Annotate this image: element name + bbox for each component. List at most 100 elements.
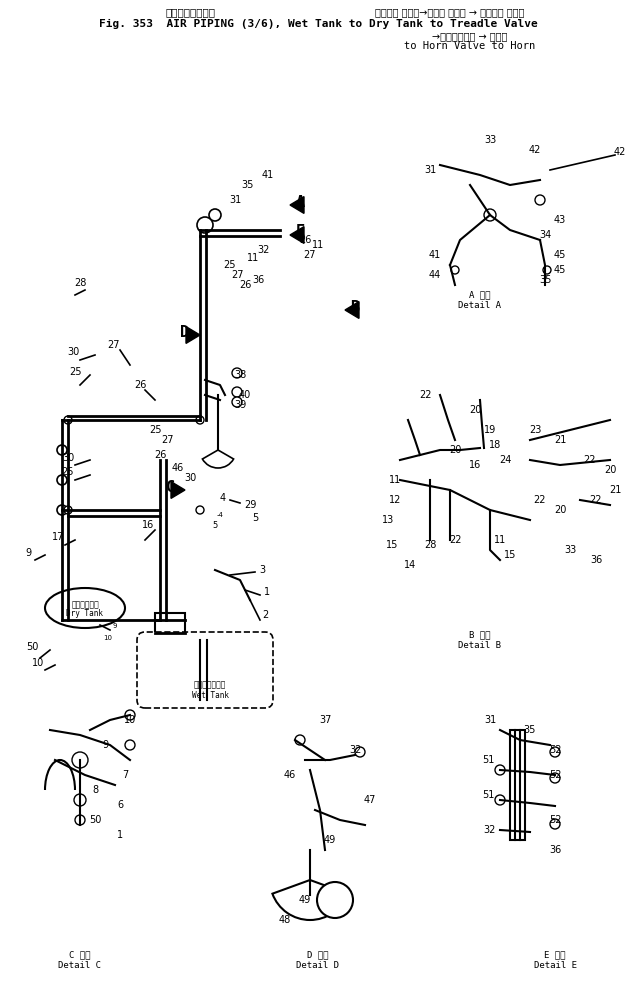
Circle shape xyxy=(57,475,67,485)
Text: 34: 34 xyxy=(539,230,551,240)
Text: 27: 27 xyxy=(232,270,244,280)
Circle shape xyxy=(295,735,305,745)
Text: 49: 49 xyxy=(324,835,336,845)
Circle shape xyxy=(196,506,204,514)
Circle shape xyxy=(125,740,135,750)
Text: 17: 17 xyxy=(52,532,64,542)
Text: 31: 31 xyxy=(484,715,496,725)
FancyBboxPatch shape xyxy=(137,632,273,708)
Polygon shape xyxy=(186,327,200,344)
Text: 25: 25 xyxy=(224,260,236,270)
Text: 11: 11 xyxy=(247,253,259,263)
Polygon shape xyxy=(290,196,304,213)
Circle shape xyxy=(57,505,67,515)
Text: 5: 5 xyxy=(212,521,218,530)
Text: 52: 52 xyxy=(548,745,561,755)
Text: 21: 21 xyxy=(554,435,566,445)
Text: 7: 7 xyxy=(122,770,128,780)
Text: 13: 13 xyxy=(382,515,394,525)
Text: 3: 3 xyxy=(259,565,265,575)
Circle shape xyxy=(72,752,88,768)
Wedge shape xyxy=(203,450,234,468)
Text: D 詳細
Detail D: D 詳細 Detail D xyxy=(296,950,340,970)
Text: 35: 35 xyxy=(242,180,254,190)
Text: 45: 45 xyxy=(554,250,566,260)
Circle shape xyxy=(64,416,72,424)
Text: 1: 1 xyxy=(264,587,270,597)
Circle shape xyxy=(495,795,505,805)
Text: →ホーンバルブ → ホーン: →ホーンバルブ → ホーン xyxy=(433,31,508,41)
Text: 22: 22 xyxy=(448,535,461,545)
Circle shape xyxy=(196,416,204,424)
Text: 43: 43 xyxy=(554,215,566,225)
Text: 32: 32 xyxy=(349,745,361,755)
Text: 32: 32 xyxy=(257,245,269,255)
Text: 18: 18 xyxy=(489,440,501,450)
Text: 8: 8 xyxy=(92,785,98,795)
Bar xyxy=(155,613,185,633)
Text: 2: 2 xyxy=(262,610,268,620)
Text: 40: 40 xyxy=(239,390,251,400)
Text: 26: 26 xyxy=(154,450,166,460)
Text: 5: 5 xyxy=(252,513,258,523)
Text: 10: 10 xyxy=(103,635,113,641)
Text: 23: 23 xyxy=(529,425,541,435)
Text: エアーパイピング: エアーパイピング xyxy=(165,7,215,17)
Circle shape xyxy=(209,209,221,221)
Text: A: A xyxy=(296,194,304,209)
Text: 31: 31 xyxy=(229,195,241,205)
Text: C 詳細
Detail C: C 詳細 Detail C xyxy=(59,950,101,970)
Polygon shape xyxy=(171,482,185,498)
Text: 38: 38 xyxy=(234,370,246,380)
Text: 1: 1 xyxy=(117,830,123,840)
Text: D: D xyxy=(180,325,190,340)
Circle shape xyxy=(74,794,86,806)
Circle shape xyxy=(484,209,496,221)
Text: 10: 10 xyxy=(124,715,136,725)
Text: 37: 37 xyxy=(318,715,331,725)
Text: 46: 46 xyxy=(284,770,296,780)
Text: 39: 39 xyxy=(234,400,246,410)
Text: 48: 48 xyxy=(279,915,291,925)
Circle shape xyxy=(317,882,353,918)
Circle shape xyxy=(535,195,545,205)
Text: 27: 27 xyxy=(162,435,175,445)
Text: 33: 33 xyxy=(564,545,576,555)
Text: 25: 25 xyxy=(62,467,75,477)
Text: 30: 30 xyxy=(67,347,79,357)
Text: 20: 20 xyxy=(554,505,566,515)
Circle shape xyxy=(550,747,560,757)
Text: B 詳細
Detail B: B 詳細 Detail B xyxy=(459,630,501,649)
Text: 14: 14 xyxy=(404,560,416,570)
Circle shape xyxy=(232,397,242,407)
Circle shape xyxy=(125,710,135,720)
Text: 26: 26 xyxy=(299,235,311,245)
Text: Wet Tank: Wet Tank xyxy=(192,690,229,699)
Text: B: B xyxy=(350,300,359,315)
Text: 30: 30 xyxy=(184,473,196,483)
Text: 20: 20 xyxy=(469,405,481,415)
Text: 36: 36 xyxy=(252,275,264,285)
Circle shape xyxy=(495,765,505,775)
Text: 27: 27 xyxy=(107,340,119,350)
Text: 11: 11 xyxy=(494,535,506,545)
Text: E 詳細
Detail E: E 詳細 Detail E xyxy=(534,950,576,970)
Text: 9: 9 xyxy=(102,740,108,750)
Polygon shape xyxy=(345,302,359,319)
Text: 22: 22 xyxy=(419,390,431,400)
Text: 42: 42 xyxy=(614,147,626,157)
Ellipse shape xyxy=(45,588,125,628)
Text: 20: 20 xyxy=(449,445,461,455)
Text: 15: 15 xyxy=(504,550,516,560)
Text: 10: 10 xyxy=(32,658,44,668)
Text: 11: 11 xyxy=(389,475,401,485)
Circle shape xyxy=(543,266,551,274)
Text: 26: 26 xyxy=(134,380,146,390)
Text: 16: 16 xyxy=(469,460,481,470)
Text: 21: 21 xyxy=(609,485,621,495)
Text: 32: 32 xyxy=(484,825,496,835)
Text: 41: 41 xyxy=(429,250,441,260)
Text: 6: 6 xyxy=(117,800,123,810)
Text: 44: 44 xyxy=(429,270,441,280)
Text: 25: 25 xyxy=(149,425,161,435)
